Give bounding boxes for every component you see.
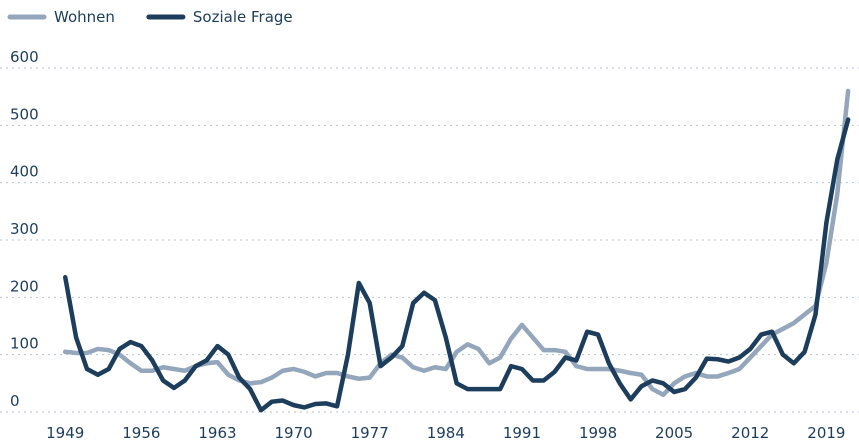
- x-tick-label: 1984: [427, 424, 465, 442]
- x-tick-label: 2012: [731, 424, 769, 442]
- legend-label: Wohnen: [54, 8, 115, 26]
- x-tick-label: 1998: [579, 424, 617, 442]
- x-tick-label: 2019: [807, 424, 845, 442]
- y-tick-label: 200: [10, 277, 39, 295]
- x-tick-label: 1949: [46, 424, 84, 442]
- line: [62, 117, 851, 413]
- y-tick-label: 100: [10, 335, 39, 353]
- x-tick-label: 1970: [274, 424, 312, 442]
- y-tick-label: 600: [10, 48, 39, 66]
- x-tick-label: 1977: [351, 424, 389, 442]
- x-tick-label: 1991: [503, 424, 541, 442]
- y-tick-label: 400: [10, 163, 39, 181]
- x-tick-label: 1963: [198, 424, 236, 442]
- x-tick-label: 1956: [122, 424, 160, 442]
- y-tick-label: 500: [10, 105, 39, 123]
- x-tick-label: 2005: [655, 424, 693, 442]
- y-tick-label: 300: [10, 220, 39, 238]
- legend-label: Soziale Frage: [193, 8, 293, 26]
- y-tick-label: 0: [10, 392, 20, 410]
- line: [62, 88, 851, 398]
